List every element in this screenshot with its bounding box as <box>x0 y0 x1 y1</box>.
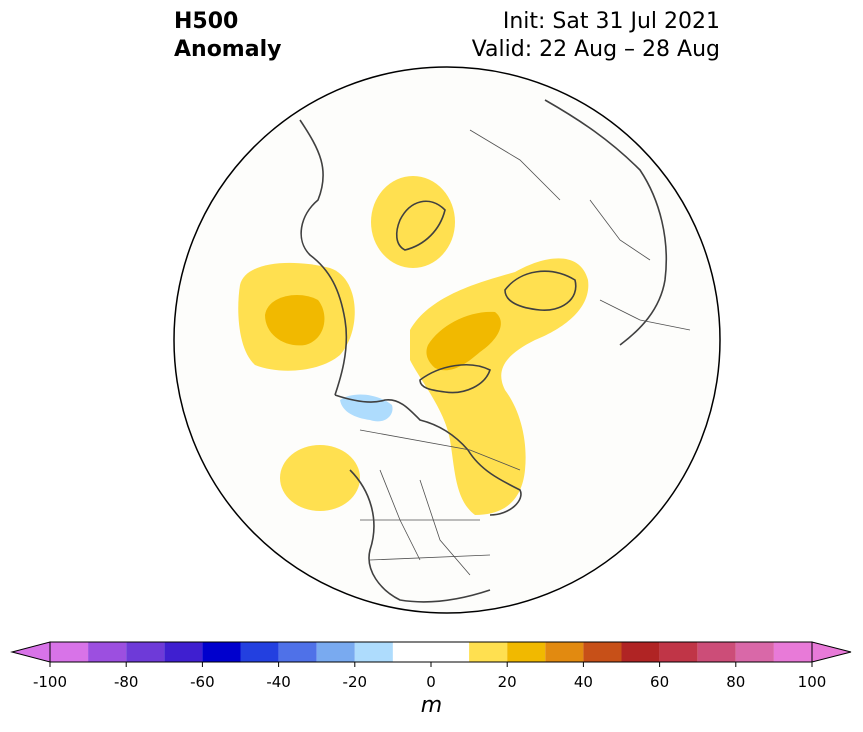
colorbar-bin <box>773 642 812 662</box>
colorbar-tick-label: 40 <box>573 673 593 691</box>
colorbar-tick-label: -20 <box>342 673 368 691</box>
colorbar-tick-label: -60 <box>190 673 215 691</box>
colorbar-extend-low <box>10 641 51 663</box>
anomaly-fill <box>238 99 691 603</box>
colorbar-bin <box>659 642 698 662</box>
title-right: Init: Sat 31 Jul 2021 Valid: 22 Aug – 28… <box>472 8 720 64</box>
colorbar-bin <box>697 642 736 662</box>
colorbar-tick-label: 60 <box>650 673 670 691</box>
colorbar-bin <box>469 642 508 662</box>
title-variable: H500 <box>174 9 239 34</box>
valid-range: Valid: 22 Aug – 28 Aug <box>471 37 720 62</box>
colorbar-tick-label: 100 <box>797 673 827 691</box>
colorbar-bin <box>545 642 584 662</box>
colorbar-tick-label: 80 <box>726 673 746 691</box>
title-type: Anomaly <box>174 37 282 62</box>
colorbar-bin <box>507 642 546 662</box>
colorbar-bin <box>278 642 317 662</box>
polar-map <box>173 66 721 614</box>
colorbar-bin <box>50 642 89 662</box>
colorbar-bin <box>202 642 241 662</box>
init-date: Init: Sat 31 Jul 2021 <box>502 9 720 34</box>
colorbar-bin <box>354 642 393 662</box>
title-left: H500 Anomaly <box>174 8 281 64</box>
colorbar-tick-label: -40 <box>266 673 291 691</box>
colorbar-unit-label: m <box>420 693 443 718</box>
colorbar-bin <box>621 642 660 662</box>
colorbar-bin <box>392 642 470 662</box>
colorbar-bin <box>316 642 355 662</box>
colorbar-tick-label: -100 <box>32 673 68 691</box>
coastlines <box>299 99 668 603</box>
colorbar-bin <box>88 642 127 662</box>
map-border <box>173 66 721 614</box>
colorbar-tick-label: 20 <box>497 673 517 691</box>
colorbar-bin <box>126 642 165 662</box>
colorbar-bin <box>583 642 622 662</box>
colorbar-bin <box>164 642 203 662</box>
anomaly-20-30 <box>265 295 501 371</box>
borders <box>359 129 691 576</box>
colorbar-bin <box>735 642 774 662</box>
colorbar <box>10 641 852 667</box>
colorbar-bin <box>240 642 279 662</box>
colorbar-tick-label: -80 <box>113 673 139 691</box>
colorbar-tick-label: 0 <box>426 673 436 691</box>
colorbar-extend-high <box>811 641 852 663</box>
